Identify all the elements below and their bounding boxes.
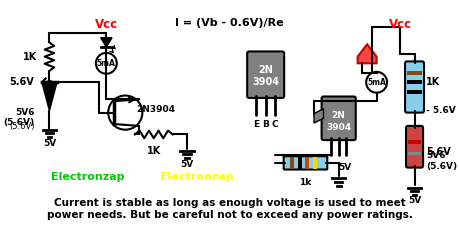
Polygon shape bbox=[407, 140, 420, 144]
FancyBboxPatch shape bbox=[283, 156, 327, 170]
Polygon shape bbox=[313, 157, 316, 169]
Text: Vcc: Vcc bbox=[95, 18, 118, 31]
Text: 5V6
(5.6V): 5V6 (5.6V) bbox=[425, 151, 456, 171]
Polygon shape bbox=[305, 157, 308, 169]
Text: 3904: 3904 bbox=[252, 77, 279, 87]
Text: Current is stable as long as enough voltage is used to meet: Current is stable as long as enough volt… bbox=[54, 198, 405, 208]
Text: 5.6V: 5.6V bbox=[425, 147, 450, 156]
Text: 5V: 5V bbox=[338, 163, 351, 172]
Text: 1K: 1K bbox=[23, 52, 37, 62]
Text: 5V: 5V bbox=[407, 196, 420, 205]
Text: 1K: 1K bbox=[425, 77, 439, 87]
Text: 1K: 1K bbox=[146, 146, 161, 156]
Text: 5.6V: 5.6V bbox=[10, 77, 34, 87]
Text: 2N3904: 2N3904 bbox=[136, 105, 175, 114]
Text: B: B bbox=[262, 120, 269, 129]
Text: (5.6V): (5.6V) bbox=[9, 122, 34, 131]
Text: Electronzap: Electronzap bbox=[159, 172, 233, 182]
Text: 5mA: 5mA bbox=[366, 78, 385, 87]
Text: 3904: 3904 bbox=[325, 123, 351, 132]
Polygon shape bbox=[357, 44, 376, 63]
Text: 5V: 5V bbox=[43, 139, 56, 148]
Text: - 5.6V: - 5.6V bbox=[425, 106, 455, 115]
Polygon shape bbox=[101, 38, 112, 47]
Text: C: C bbox=[271, 120, 278, 129]
Text: power needs. But be careful not to exceed any power ratings.: power needs. But be careful not to excee… bbox=[46, 210, 412, 220]
Polygon shape bbox=[406, 71, 421, 75]
Polygon shape bbox=[290, 157, 293, 169]
Text: 5V6
(5.6V): 5V6 (5.6V) bbox=[3, 108, 34, 127]
FancyBboxPatch shape bbox=[405, 126, 422, 168]
Text: 2N: 2N bbox=[331, 111, 345, 120]
Circle shape bbox=[365, 72, 386, 93]
FancyBboxPatch shape bbox=[321, 96, 355, 140]
Polygon shape bbox=[313, 109, 323, 123]
Text: 1k: 1k bbox=[299, 178, 311, 187]
Polygon shape bbox=[42, 82, 57, 111]
Text: 2N: 2N bbox=[257, 65, 273, 75]
FancyBboxPatch shape bbox=[404, 62, 423, 113]
Text: 5mA: 5mA bbox=[97, 59, 116, 68]
Text: Electronzap: Electronzap bbox=[50, 172, 124, 182]
Polygon shape bbox=[407, 152, 420, 155]
Polygon shape bbox=[406, 90, 421, 94]
Text: E: E bbox=[252, 120, 259, 129]
Circle shape bbox=[95, 53, 117, 74]
Text: Vcc: Vcc bbox=[388, 18, 411, 31]
Text: I = (Vb - 0.6V)/Re: I = (Vb - 0.6V)/Re bbox=[175, 18, 283, 28]
FancyBboxPatch shape bbox=[246, 51, 284, 98]
Text: 5V: 5V bbox=[180, 160, 193, 169]
Polygon shape bbox=[406, 80, 421, 84]
Polygon shape bbox=[297, 157, 301, 169]
